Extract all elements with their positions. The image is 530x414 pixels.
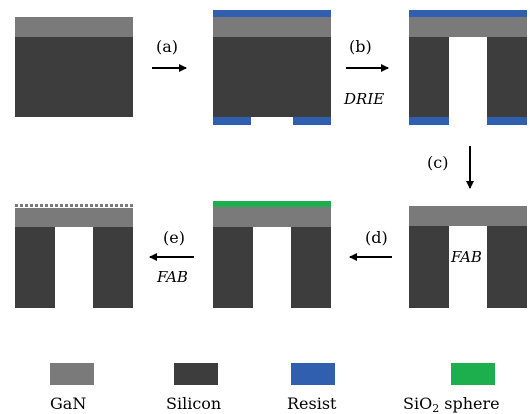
step-d-method: FAB [450, 248, 482, 266]
step-e-method: FAB [156, 268, 188, 286]
stage-6-silicon-left [15, 227, 55, 308]
stage-4-silicon-right [487, 226, 527, 308]
stage-5-silicon-right [291, 227, 331, 308]
stage-3-bottom-resist-right [487, 117, 527, 125]
legend-swatch-silicon [174, 363, 218, 385]
stage-1-silicon-substrate [15, 37, 133, 117]
step-b-label: (b) [349, 37, 372, 56]
stage-4-gan-layer [409, 206, 527, 226]
legend: GaN Silicon Resist SiO2 sphere [50, 363, 500, 414]
legend-swatch-sio2 [451, 363, 495, 385]
legend-item-sio2: SiO2 sphere [403, 363, 500, 414]
stage-6-silicon-right [93, 227, 133, 308]
step-a-arrow-group: (a) [152, 37, 187, 72]
stage-6-gan-layer [15, 208, 133, 227]
legend-swatch-resist [291, 363, 335, 385]
legend-label-sio2: SiO2 sphere [403, 394, 500, 414]
stage-2-bottom-resist-left [213, 117, 251, 125]
step-c-label: (c) [427, 153, 448, 172]
stage-3-bottom-resist-left [409, 117, 449, 125]
stage-3-silicon-left [409, 37, 449, 117]
step-b-method: DRIE [343, 90, 384, 108]
legend-label-resist: Resist [287, 394, 337, 413]
stage-1-initial-wafer [15, 17, 133, 117]
stage-5-gan-layer [213, 207, 331, 227]
step-a-label: (a) [156, 37, 178, 56]
stage-2-resist-coated [213, 10, 331, 125]
stage-6-textured-final [15, 204, 133, 308]
stage-5-sio2-coated [213, 201, 331, 308]
legend-item-resist: Resist [287, 363, 337, 413]
legend-item-silicon: Silicon [166, 363, 221, 413]
legend-item-gan: GaN [50, 363, 94, 413]
step-e-arrow-group: (e) FAB [149, 228, 194, 286]
step-d-label: (d) [365, 228, 388, 247]
stage-4-resist-removed [409, 206, 527, 308]
step-d-arrow-group: (d) FAB [349, 228, 482, 266]
step-b-arrow-group: (b) DRIE [343, 37, 389, 108]
stage-2-silicon-substrate [213, 37, 331, 117]
stage-3-top-resist [409, 10, 527, 17]
legend-label-silicon: Silicon [166, 394, 221, 413]
stage-3-silicon-right [487, 37, 527, 117]
stage-2-gan-layer [213, 17, 331, 37]
legend-swatch-gan [50, 363, 94, 385]
stage-5-silicon-left [213, 227, 253, 308]
stage-2-bottom-resist-right [293, 117, 331, 125]
stage-4-silicon-left [409, 226, 449, 308]
stage-3-gan-layer [409, 17, 527, 37]
stage-1-gan-layer [15, 17, 133, 37]
legend-label-sio2-suffix: sphere [439, 394, 499, 413]
stage-2-top-resist [213, 10, 331, 17]
legend-label-sio2-prefix: SiO [403, 394, 432, 413]
stage-3-after-drie [409, 10, 527, 125]
legend-label-gan: GaN [50, 394, 86, 413]
step-e-label: (e) [163, 228, 185, 247]
stage-5-sio2-layer [213, 201, 331, 207]
legend-label-sio2-sub: 2 [432, 402, 439, 414]
step-c-arrow-group: (c) [427, 146, 474, 189]
